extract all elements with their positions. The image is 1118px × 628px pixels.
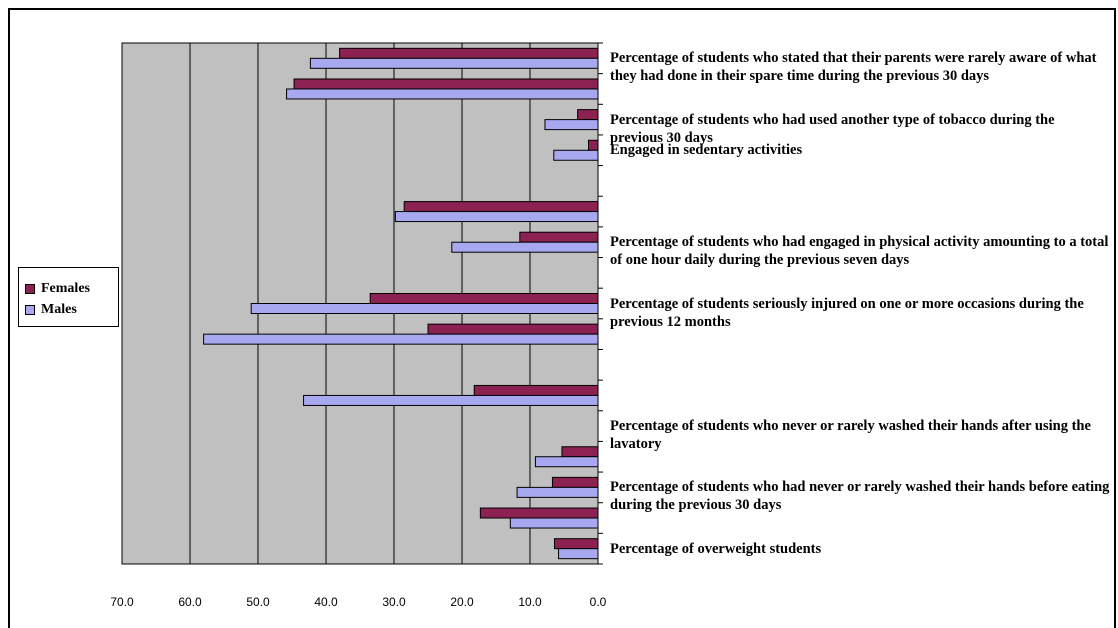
- legend-swatch-females: [25, 283, 35, 294]
- bar-females: [553, 538, 599, 550]
- legend-label-females: Females: [41, 280, 90, 296]
- category-label: Percentage of students who had engaged i…: [610, 234, 1109, 269]
- bar-males: [394, 211, 599, 223]
- legend-item-males: Males: [25, 299, 118, 320]
- bar-females: [561, 446, 599, 458]
- bar-females: [369, 293, 599, 304]
- category-label: Percentage of students seriously injured…: [610, 295, 1084, 330]
- legend-label-males: Males: [41, 301, 77, 317]
- x-tick-labels: 70.0 60.0 50.0 40.0 30.0 20.0 10.0 0.0: [110, 595, 606, 609]
- x-tick-label: 20.0: [450, 595, 474, 609]
- chart-frame: [8, 8, 1116, 628]
- bar-males: [309, 57, 599, 69]
- bar-males: [203, 333, 599, 345]
- x-tick-label: 40.0: [314, 595, 338, 609]
- bar-males: [553, 149, 599, 161]
- bar-females: [473, 384, 599, 396]
- x-tick-label: 60.0: [178, 595, 202, 609]
- x-tick-label: 10.0: [518, 595, 542, 609]
- bar-females: [479, 507, 599, 519]
- bar-females: [339, 47, 599, 59]
- bars: [203, 47, 599, 560]
- category-label: Percentage of students who never or rare…: [610, 418, 1091, 453]
- x-tick-label: 50.0: [246, 595, 270, 609]
- bar-females: [403, 201, 599, 213]
- legend-item-females: Females: [25, 278, 118, 299]
- bar-males: [509, 517, 599, 529]
- category-label: Percentage of overweight students: [610, 540, 822, 557]
- legend-swatch-males: [25, 304, 35, 315]
- x-tick-label: 30.0: [382, 595, 406, 609]
- bar-females: [293, 78, 599, 90]
- category-label: Percentage of students who had never or …: [610, 479, 1110, 514]
- legend: Females Males: [18, 267, 119, 327]
- bar-males: [544, 119, 599, 131]
- bar-females: [427, 323, 599, 335]
- bar-females: [587, 139, 599, 151]
- x-tick-label: 0.0: [590, 595, 607, 609]
- bar-females: [519, 231, 599, 243]
- bar-males: [534, 456, 599, 468]
- bar-males: [303, 394, 599, 406]
- bar-males: [516, 486, 599, 498]
- category-label: Engaged in sedentary activities: [610, 142, 803, 159]
- category-label: Percentage of students who had used anot…: [610, 111, 1055, 146]
- bar-males: [250, 303, 599, 314]
- category-ticks: [598, 42, 603, 565]
- bar-males: [558, 548, 599, 560]
- bar-females: [551, 476, 599, 488]
- category-label: Percentage of students who stated that t…: [610, 50, 1097, 85]
- bar-females: [577, 109, 599, 121]
- bar-males: [286, 88, 599, 100]
- bar-males: [451, 241, 599, 253]
- x-tick-label: 70.0: [110, 595, 134, 609]
